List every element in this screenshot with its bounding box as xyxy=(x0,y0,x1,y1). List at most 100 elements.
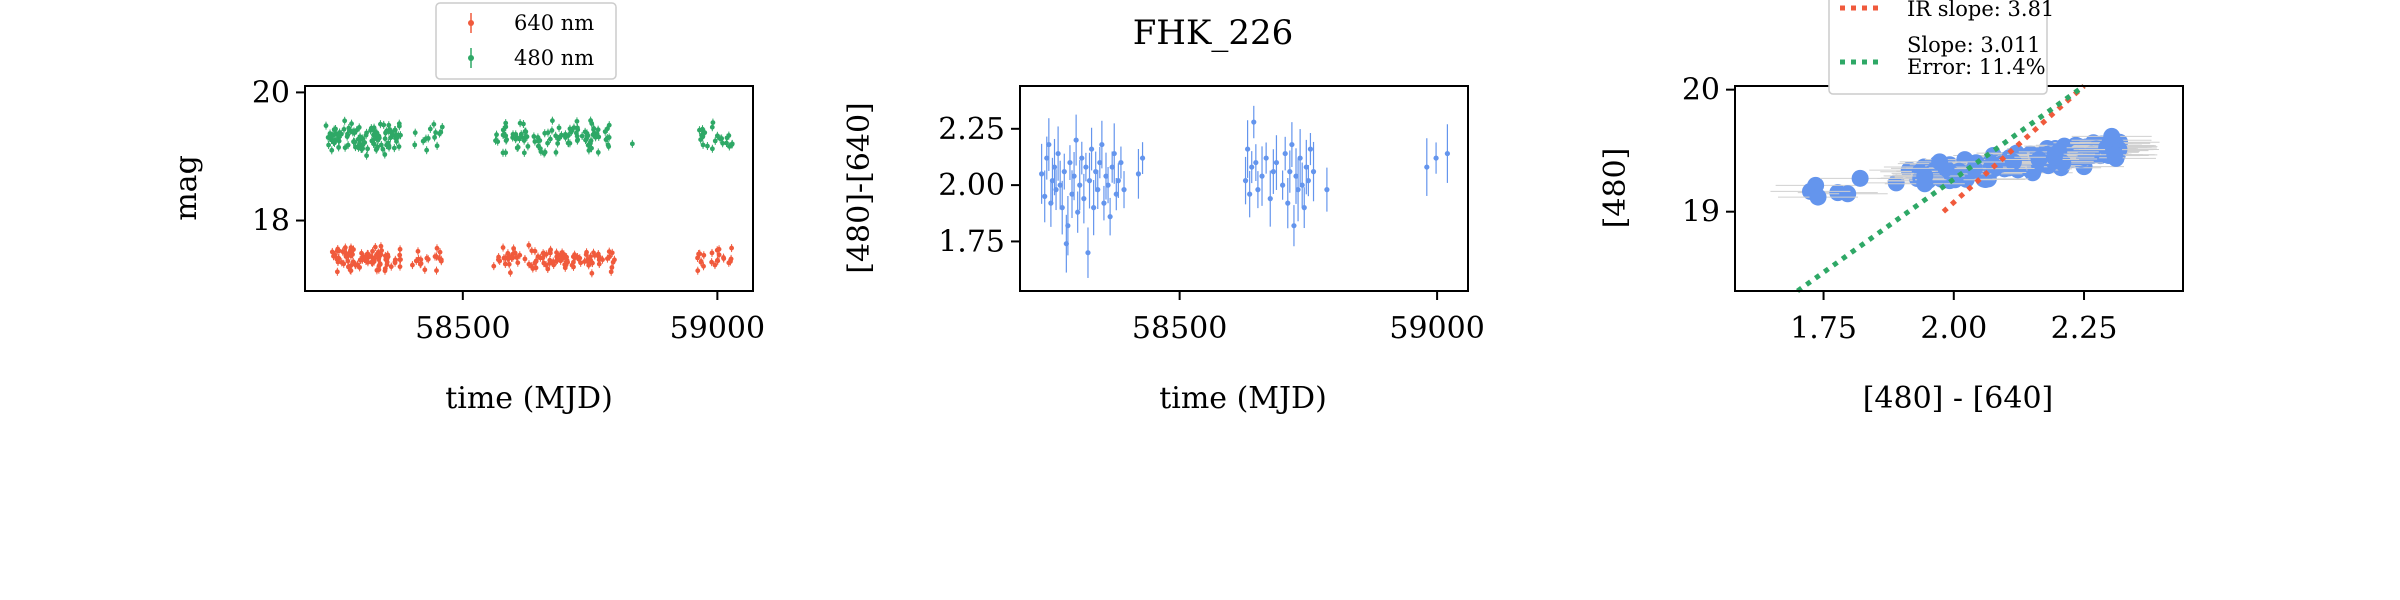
data-point xyxy=(1273,135,1280,190)
data-point xyxy=(1095,170,1101,210)
color-curve-axes-frame xyxy=(1019,85,1469,292)
data-point xyxy=(1255,171,1261,209)
data-point xyxy=(1051,138,1058,196)
data-point xyxy=(700,140,706,149)
data-point xyxy=(709,123,715,132)
data-point xyxy=(1073,114,1079,166)
data-point xyxy=(609,263,615,272)
data-point xyxy=(543,250,549,259)
data-point xyxy=(337,128,342,137)
data-point xyxy=(545,264,551,273)
data-point xyxy=(541,259,547,268)
data-point xyxy=(602,127,608,136)
data-point xyxy=(729,139,735,148)
light-curve-xtick-label: 59000 xyxy=(670,311,765,346)
data-point xyxy=(564,253,569,262)
data-point xyxy=(356,123,362,132)
data-point xyxy=(589,269,595,278)
data-point xyxy=(1245,120,1251,178)
data-point xyxy=(491,262,497,271)
data-point xyxy=(1287,150,1293,193)
data-point xyxy=(533,257,539,266)
data-point xyxy=(1111,123,1117,184)
data-point xyxy=(381,120,387,129)
data-point xyxy=(1046,118,1052,171)
data-point xyxy=(370,247,375,256)
data-point xyxy=(396,119,402,128)
data-point xyxy=(332,138,337,147)
data-point xyxy=(392,126,398,135)
data-point xyxy=(425,134,431,143)
data-point xyxy=(522,254,528,263)
data-point xyxy=(341,125,347,134)
color-magnitude-ytick-label: 19 xyxy=(1682,195,1720,230)
data-point xyxy=(1251,105,1257,139)
data-point xyxy=(504,135,510,144)
color-magnitude-fit-lines xyxy=(1796,83,2086,294)
data-point xyxy=(724,139,729,148)
data-point xyxy=(493,136,498,145)
data-point xyxy=(396,142,402,151)
data-point xyxy=(547,135,553,144)
data-point xyxy=(398,255,403,264)
data-point xyxy=(715,256,721,265)
data-point xyxy=(1899,153,1980,171)
data-point xyxy=(1091,180,1097,236)
data-point xyxy=(1071,152,1077,201)
data-point xyxy=(595,148,601,157)
data-point xyxy=(1097,146,1103,179)
data-point xyxy=(1270,149,1276,194)
data-point xyxy=(521,148,527,157)
data-point xyxy=(331,130,337,139)
data-point xyxy=(701,262,706,271)
data-point xyxy=(717,134,723,143)
data-point xyxy=(521,120,526,129)
data-point xyxy=(1085,227,1091,278)
data-point xyxy=(341,259,347,268)
data-point xyxy=(503,148,509,157)
data-point xyxy=(375,251,381,260)
data-point xyxy=(571,123,577,132)
data-point xyxy=(549,126,555,135)
data-point xyxy=(1079,141,1085,175)
data-point xyxy=(712,136,718,145)
data-point xyxy=(506,252,512,261)
data-point xyxy=(585,131,591,140)
data-point xyxy=(1115,163,1121,199)
data-point xyxy=(585,255,590,264)
color-magnitude-legend: IR slope: 3.81 Slope: 3.011 Error: 11.4% xyxy=(1828,0,2054,95)
data-point xyxy=(344,249,349,258)
data-point xyxy=(412,128,418,137)
data-point xyxy=(1121,171,1127,209)
data-point xyxy=(377,259,383,268)
data-point xyxy=(427,124,433,133)
data-point xyxy=(375,142,380,151)
data-point xyxy=(702,128,708,137)
data-point xyxy=(501,130,507,139)
data-point xyxy=(346,124,352,133)
data-point xyxy=(1077,160,1083,211)
data-point xyxy=(386,121,392,130)
data-point xyxy=(413,256,419,265)
data-point xyxy=(1310,141,1317,202)
data-point xyxy=(574,132,580,141)
panel-light-curve: 58500 59000 18 20 time (MJD) mag 640 nm 480… xyxy=(169,2,765,416)
data-point xyxy=(2014,148,2095,166)
data-point xyxy=(350,257,356,266)
data-point xyxy=(364,151,369,160)
data-point xyxy=(562,263,568,272)
data-point xyxy=(1293,148,1299,204)
data-point xyxy=(507,268,513,277)
data-point xyxy=(553,131,559,140)
data-point xyxy=(439,122,445,131)
data-point xyxy=(1291,205,1297,247)
data-point xyxy=(605,140,611,149)
data-point xyxy=(1065,195,1071,256)
legend-marker-640 xyxy=(468,13,474,33)
data-point xyxy=(432,133,437,142)
data-point xyxy=(365,250,371,259)
data-point xyxy=(422,265,428,274)
data-point xyxy=(425,255,431,264)
legend-marker-480 xyxy=(468,48,474,68)
